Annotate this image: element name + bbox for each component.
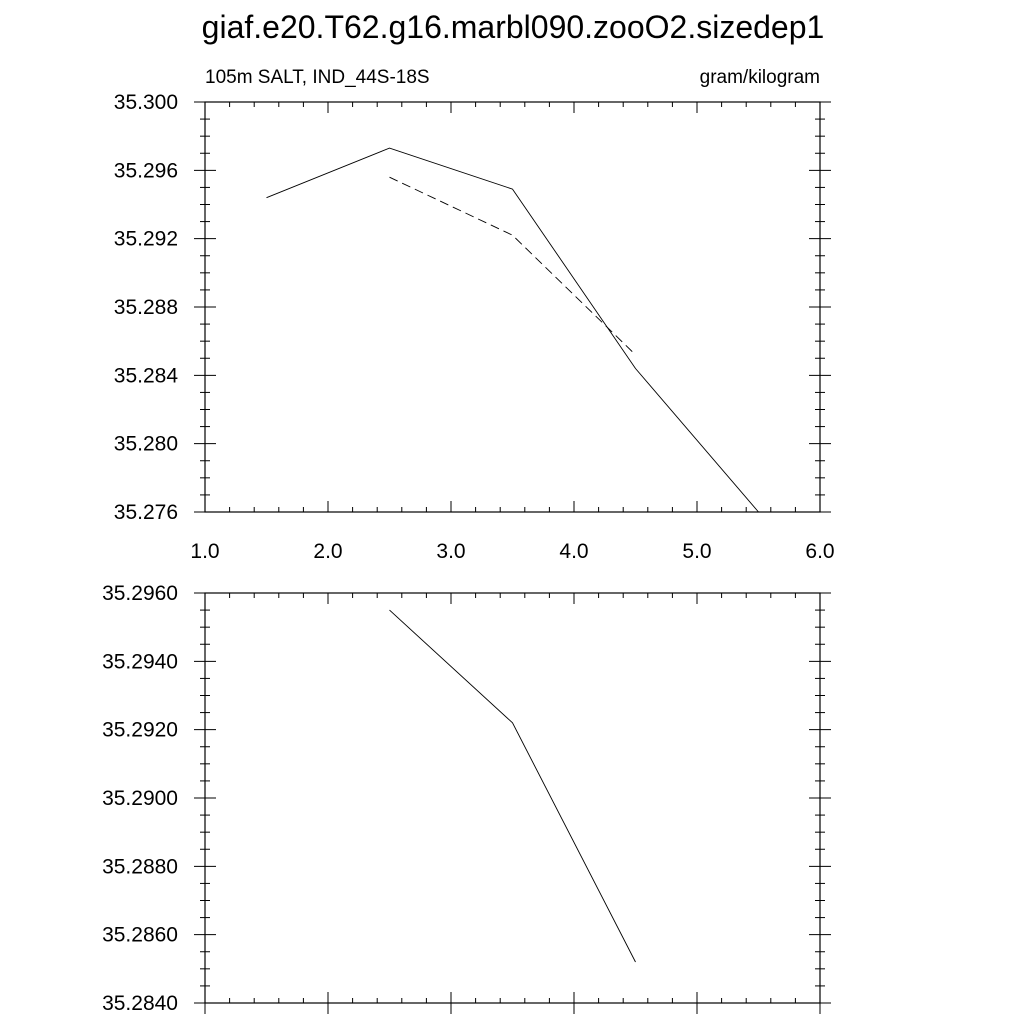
y-tick-label: 35.2900 xyxy=(102,787,178,810)
series-line-solid xyxy=(266,147,759,513)
x-tick-label: 6.0 xyxy=(805,540,834,563)
x-tick-label: 2.0 xyxy=(313,540,342,563)
y-tick-label: 35.2840 xyxy=(102,992,178,1015)
bottom-panel: 35.2840 35.2860 35.2880 35.2900 35.2920 35.29… xyxy=(102,582,831,1015)
y-tick-label: 35.280 xyxy=(114,433,178,456)
y-tick-label: 35.2960 xyxy=(102,582,178,605)
series-line-dashed xyxy=(389,176,636,356)
top-panel: 1.0 2.0 3.0 4.0 5.0 6.0 35.276 35.280 35.284 35.2… xyxy=(114,67,835,563)
y-tick-label: 35.292 xyxy=(114,228,178,251)
series-line-solid xyxy=(389,609,636,963)
y-tick-label: 35.2880 xyxy=(102,855,178,878)
y-tick-label: 35.296 xyxy=(114,159,178,182)
y-tick-label: 35.2860 xyxy=(102,924,178,947)
y-tick-label: 35.276 xyxy=(114,501,178,524)
y-tick-label: 35.2920 xyxy=(102,719,178,742)
plot-frame xyxy=(204,592,821,1004)
x-tick-label: 5.0 xyxy=(682,540,711,563)
x-tick-label: 4.0 xyxy=(559,540,588,563)
panel-left-label: 105m SALT, IND_44S-18S xyxy=(205,67,430,88)
x-tick-label: 1.0 xyxy=(190,540,219,563)
y-tick-label: 35.300 xyxy=(114,91,178,114)
y-tick-label: 35.2940 xyxy=(102,650,178,673)
y-tick-label: 35.288 xyxy=(114,296,178,319)
panel-right-label: gram/kilogram xyxy=(700,67,820,88)
plot-frame xyxy=(204,101,821,513)
chart-title: giaf.e20.T62.g16.marbl090.zooO2.sizedep1 xyxy=(202,9,825,45)
y-tick-label: 35.284 xyxy=(114,364,179,387)
x-tick-label: 3.0 xyxy=(436,540,465,563)
